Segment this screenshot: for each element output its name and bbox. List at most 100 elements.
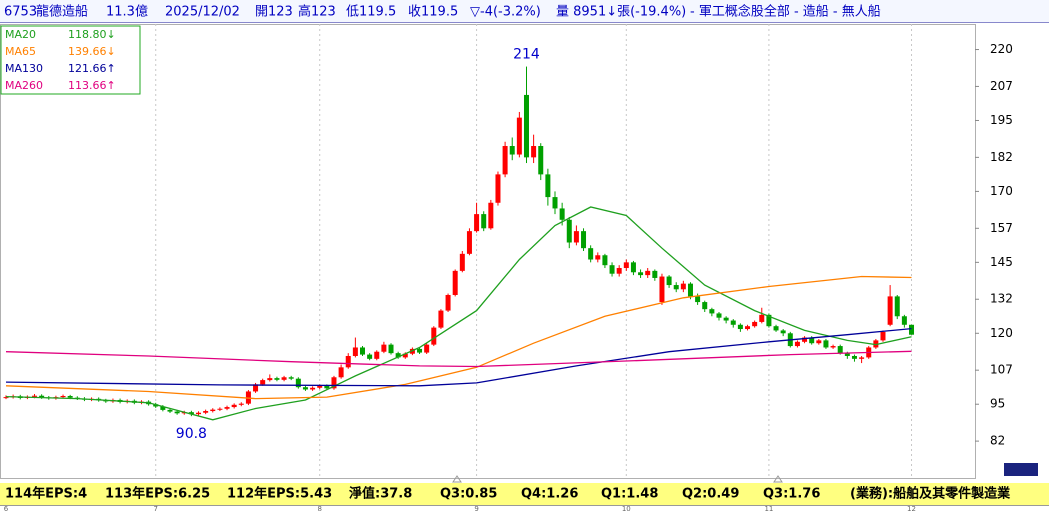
- y-tick-label: 82: [990, 434, 1005, 448]
- volume: 量 8951↓張(-19.4%): [556, 5, 686, 20]
- y-tick-label: 170: [990, 184, 1013, 198]
- candle-body: [909, 324, 915, 335]
- candle-body: [623, 262, 629, 269]
- y-tick-label: 120: [990, 326, 1013, 340]
- candle-body: [167, 409, 173, 412]
- candle-body: [780, 330, 786, 334]
- candle-body: [395, 353, 401, 358]
- moving-average-line: [5, 327, 912, 387]
- candle-body: [581, 231, 587, 249]
- date: 2025/12/02: [165, 5, 240, 20]
- candle-body: [616, 268, 622, 274]
- candle-body: [802, 337, 808, 342]
- candle-body: [816, 340, 822, 344]
- candle-body: [830, 346, 836, 348]
- quarter-eps: Q2:0.49: [682, 487, 739, 502]
- candle-body: [844, 353, 850, 356]
- candle-body: [438, 310, 444, 328]
- quarter-eps: Q1:1.48: [601, 487, 658, 502]
- eps-114: 114年EPS:4: [5, 486, 87, 502]
- y-tick-label: 107: [990, 363, 1013, 377]
- stock-name: 龍德造船: [36, 4, 88, 20]
- candle-body: [417, 348, 423, 353]
- price-annotation: 214: [513, 47, 540, 63]
- legend-name: MA130: [5, 62, 43, 75]
- low-price: 低119.5: [346, 5, 396, 20]
- candle-body: [709, 309, 715, 314]
- candle-body: [645, 270, 651, 276]
- candle-body: [459, 253, 465, 271]
- eps-113: 113年EPS:6.25: [105, 486, 210, 502]
- moving-average-line: [5, 206, 912, 421]
- candle-body: [680, 283, 686, 290]
- logo: [1004, 463, 1038, 476]
- candle-body: [345, 355, 351, 368]
- candle-body: [566, 219, 572, 243]
- candle-body: [445, 294, 451, 311]
- legend: MA20 118.80↓ MA65 139.66↓ MA130 121.66↑ MA260 1…: [0, 25, 141, 95]
- candle-body: [474, 214, 480, 232]
- candle-body: [188, 412, 194, 415]
- y-tick-label: 182: [990, 150, 1013, 164]
- candle-body: [523, 94, 529, 158]
- candle-body: [673, 285, 679, 290]
- candle-body: [837, 346, 843, 354]
- quarter-eps: Q3:1.76: [763, 487, 820, 502]
- candle-body: [317, 385, 323, 388]
- candle-body: [174, 411, 180, 414]
- candle-body: [360, 347, 365, 355]
- month-label: 12: [907, 505, 916, 513]
- candle-body: [374, 351, 380, 359]
- candle-body: [723, 317, 729, 321]
- candle-body: [260, 380, 266, 385]
- candle-body: [495, 174, 501, 203]
- candle-body: [638, 272, 644, 276]
- candle-body: [324, 385, 330, 389]
- candle-body: [32, 395, 38, 397]
- candle-body: [502, 146, 508, 175]
- candle-body: [210, 409, 216, 412]
- candle-body: [823, 340, 829, 348]
- candle-body: [310, 387, 316, 390]
- open-price: 開123: [255, 5, 293, 20]
- candle-body: [794, 341, 800, 347]
- candle-body: [531, 146, 537, 158]
- candle-body: [759, 314, 765, 322]
- candle-body: [203, 411, 209, 413]
- candle-body: [666, 276, 672, 286]
- legend-box: [0, 25, 141, 95]
- candle-body: [160, 406, 166, 410]
- legend-name: MA65: [5, 45, 36, 58]
- candle-body: [595, 255, 601, 260]
- candle-body: [809, 337, 815, 344]
- candle-body: [388, 344, 394, 354]
- candle-body: [730, 320, 736, 325]
- candle-body: [402, 353, 408, 358]
- candle-body: [295, 378, 301, 388]
- candle-body: [488, 202, 494, 229]
- legend-value: 113.66↑: [68, 79, 116, 92]
- month-label: 11: [764, 505, 773, 513]
- month-label: 7: [153, 505, 157, 513]
- candle-body: [302, 387, 308, 390]
- candle-body: [737, 324, 743, 330]
- candle-body: [196, 412, 202, 415]
- stock-code: 6753: [4, 5, 37, 20]
- candle-body: [516, 117, 522, 155]
- month-label: 10: [622, 505, 631, 513]
- candle-body: [652, 270, 658, 278]
- close-price: 收119.5: [408, 5, 458, 20]
- candle-body: [217, 408, 223, 410]
- legend-value: 118.80↓: [68, 28, 116, 41]
- net-value: 淨值:37.8: [349, 486, 412, 502]
- candle-body: [695, 296, 701, 303]
- legend-name: MA20: [5, 28, 36, 41]
- candle-body: [67, 395, 73, 398]
- candle-body: [880, 331, 886, 341]
- candle-body: [745, 326, 751, 330]
- candle-body: [331, 377, 337, 389]
- candle-body: [702, 302, 708, 310]
- y-tick-label: 220: [990, 42, 1013, 56]
- candle-body: [766, 314, 772, 327]
